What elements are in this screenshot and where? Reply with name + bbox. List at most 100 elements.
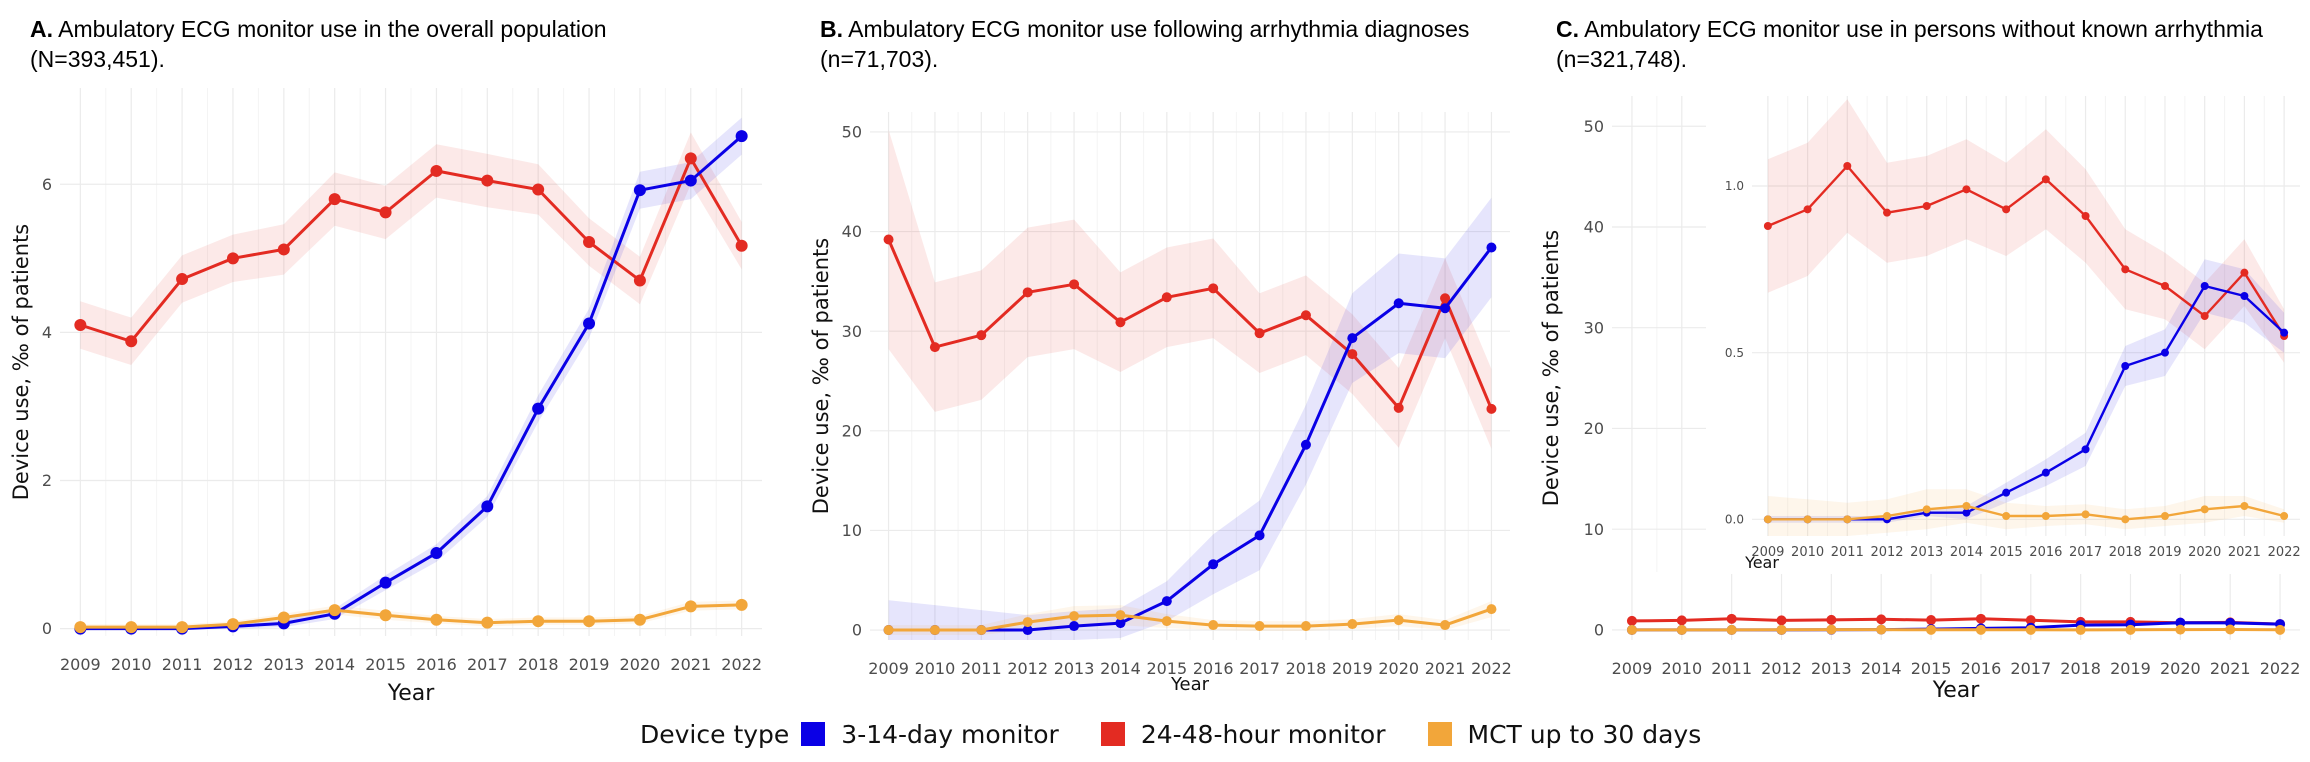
panel-b-xtick-2017: 2017 — [1239, 659, 1280, 678]
panel-c-ytick-2: 30 — [1584, 318, 1604, 337]
panel-b-s0-point-2017 — [1254, 328, 1265, 339]
panel-b-xtick-2015: 2015 — [1146, 659, 1187, 678]
panel-b-ytick-3: 30 — [842, 322, 862, 341]
panel-c-s2-point-2018 — [2075, 624, 2086, 635]
panel-c-s2-point-2019 — [2125, 624, 2136, 635]
panel-c-inset-xtick-2022: 2022 — [2268, 545, 2301, 560]
panel-a-s0-point-2018 — [532, 183, 545, 196]
panel-c-s2-point-2014 — [1876, 624, 1887, 635]
panel-c-xtick-2014: 2014 — [1861, 659, 1902, 678]
panel-a-ytick-2: 4 — [42, 323, 52, 342]
panel-b-s0-line — [887, 238, 1493, 410]
panel-c-inset-s1-point-2018 — [2121, 362, 2130, 370]
panel-a-s1-point-2016 — [430, 547, 443, 560]
panel-c-inset-xtick-2020: 2020 — [2188, 545, 2221, 560]
panel-a-s2-point-2015 — [379, 609, 392, 622]
panel-a-xtick-2022: 2022 — [721, 655, 762, 674]
panel-c-xtick-2021: 2021 — [2210, 659, 2251, 678]
panel-b-s1-point-2012 — [1022, 625, 1033, 636]
panel-b-s0-point-2019 — [1347, 349, 1358, 360]
panel-b-s0-point-2022 — [1486, 403, 1497, 414]
panel-b-ytick-4: 40 — [842, 222, 862, 241]
panel-a-s0-point-2010 — [125, 335, 138, 348]
panel-b-xtick-2011: 2011 — [961, 659, 1002, 678]
panel-a-s0-point-2021 — [684, 152, 697, 165]
panel-c-inset-s2-point-2018 — [2121, 515, 2130, 524]
panel-c-inset-s1-point-2020 — [2200, 282, 2209, 290]
panel-c-inset-s1-point-2017 — [2081, 445, 2090, 454]
panel-b-s1-point-2016 — [1208, 559, 1219, 570]
panel-c-inset-xtick-2021: 2021 — [2228, 545, 2261, 560]
panel-c-s2-point-2011 — [1726, 624, 1737, 635]
panel-c-xtick-2015: 2015 — [1911, 659, 1952, 678]
panel-c-inset-xtick-2017: 2017 — [2069, 545, 2102, 560]
panel-b-xtick-2020: 2020 — [1378, 659, 1419, 678]
panel-b-s2-point-2014 — [1115, 610, 1126, 621]
panel-b-xtick-2022: 2022 — [1471, 659, 1512, 678]
panel-c-ytick-0: 10 — [1584, 520, 1604, 539]
legend-label-3-14-day: 3-14-day monitor — [841, 719, 1059, 749]
panel-c-s2-point-2010 — [1676, 624, 1687, 635]
panel-c-inset-s2-point-2020 — [2200, 505, 2209, 514]
panel-c-s2-point-2013 — [1826, 624, 1837, 635]
panel-b-xtick-2016: 2016 — [1193, 659, 1234, 678]
panel-c-s0-point-2015 — [1926, 615, 1937, 626]
panel-b-s2-point-2018 — [1300, 621, 1311, 632]
panel-b-s1-point-2018 — [1300, 439, 1311, 450]
panel-c-inset-s1-point-2015 — [2002, 488, 2011, 497]
panel-a-subtitle: (N=393,451). — [30, 46, 165, 72]
panel-b-xtick-2013: 2013 — [1054, 659, 1095, 678]
panel-c-inset-s0-point-2021 — [2240, 268, 2249, 277]
panel-c-inset-s2-point-2012 — [1883, 512, 1892, 520]
panel-a-s1-point-2018 — [532, 402, 545, 415]
panel-c-inset: 0.0 0.5 1.0 2009 2010 2011 2012 2013 2014 2015 201… — [1706, 96, 2301, 574]
panel-a-s1-point-2019 — [583, 317, 596, 330]
panel-a-s2-point-2014 — [328, 604, 341, 617]
panel-a-s2-point-2011 — [176, 621, 189, 634]
panel-a-s0-point-2017 — [481, 174, 494, 187]
panel-c-inset-s0-point-2015 — [2002, 205, 2011, 214]
panel-a-xtick-2020: 2020 — [620, 655, 661, 674]
panel-b-s2-point-2019 — [1347, 619, 1358, 630]
panel-a-letter: A. — [30, 16, 53, 42]
panel-a-s0-point-2016 — [430, 164, 443, 177]
panel-c-inset-s2-point-2011 — [1843, 515, 1852, 524]
panel-b-s2-point-2013 — [1069, 611, 1080, 622]
legend-key-mct — [1427, 722, 1452, 746]
panel-b-s0-point-2016 — [1208, 283, 1219, 294]
panel-b-xtick-2021: 2021 — [1425, 659, 1466, 678]
panel-c-s0-point-2011 — [1726, 613, 1737, 624]
panel-b-xtick-2009: 2009 — [868, 659, 909, 678]
panel-b-title-text: Ambulatory ECG monitor use following arr… — [848, 16, 1470, 42]
panel-c-s2-point-2009 — [1626, 624, 1637, 635]
panel-a-s2-point-2022 — [735, 598, 748, 611]
panel-a-xtick-2013: 2013 — [263, 655, 304, 674]
panel-c-inset-s2-point-2010 — [1803, 515, 1812, 524]
panel-c-inset-s1-point-2022 — [2280, 328, 2289, 337]
panel-b-s2-ci-band — [888, 601, 1492, 635]
panel-b-s0-point-2021 — [1440, 293, 1451, 304]
panel-c-ytick-3: 40 — [1584, 218, 1604, 237]
panel-c-inset-xtick-2018: 2018 — [2109, 545, 2142, 560]
panel-b-s1-point-2022 — [1486, 242, 1497, 253]
panel-b-ytick-1: 10 — [842, 521, 862, 540]
panel-b-s2-point-2009 — [883, 625, 894, 636]
panel-b-s0-point-2013 — [1069, 279, 1080, 290]
panel-b-s2-point-2022 — [1486, 604, 1497, 615]
panel-a-s2-point-2010 — [125, 621, 138, 634]
panel-c-s0-point-2009 — [1626, 615, 1637, 626]
panel-a-s0-ci-band — [80, 132, 742, 365]
panel-b-s1-point-2015 — [1161, 596, 1172, 607]
panel-b-s0-point-2009 — [883, 234, 894, 245]
panel-b-title: B. Ambulatory ECG monitor use following … — [820, 14, 1469, 74]
panel-a-s2-point-2009 — [74, 621, 87, 634]
panel-b-s0-point-2012 — [1022, 287, 1033, 298]
panel-a-xtick-2018: 2018 — [518, 655, 559, 674]
panel-a-xtick-2014: 2014 — [314, 655, 355, 674]
panel-c-s0-point-2010 — [1676, 615, 1687, 626]
panel-c-s2-point-2020 — [2175, 624, 2186, 635]
panel-a-ytick-0: 0 — [42, 619, 52, 638]
panel-c-s2-point-2021 — [2225, 624, 2236, 635]
panel-a-s1-point-2021 — [684, 174, 697, 187]
panel-c-inset-s0-point-2014 — [1962, 185, 1971, 194]
